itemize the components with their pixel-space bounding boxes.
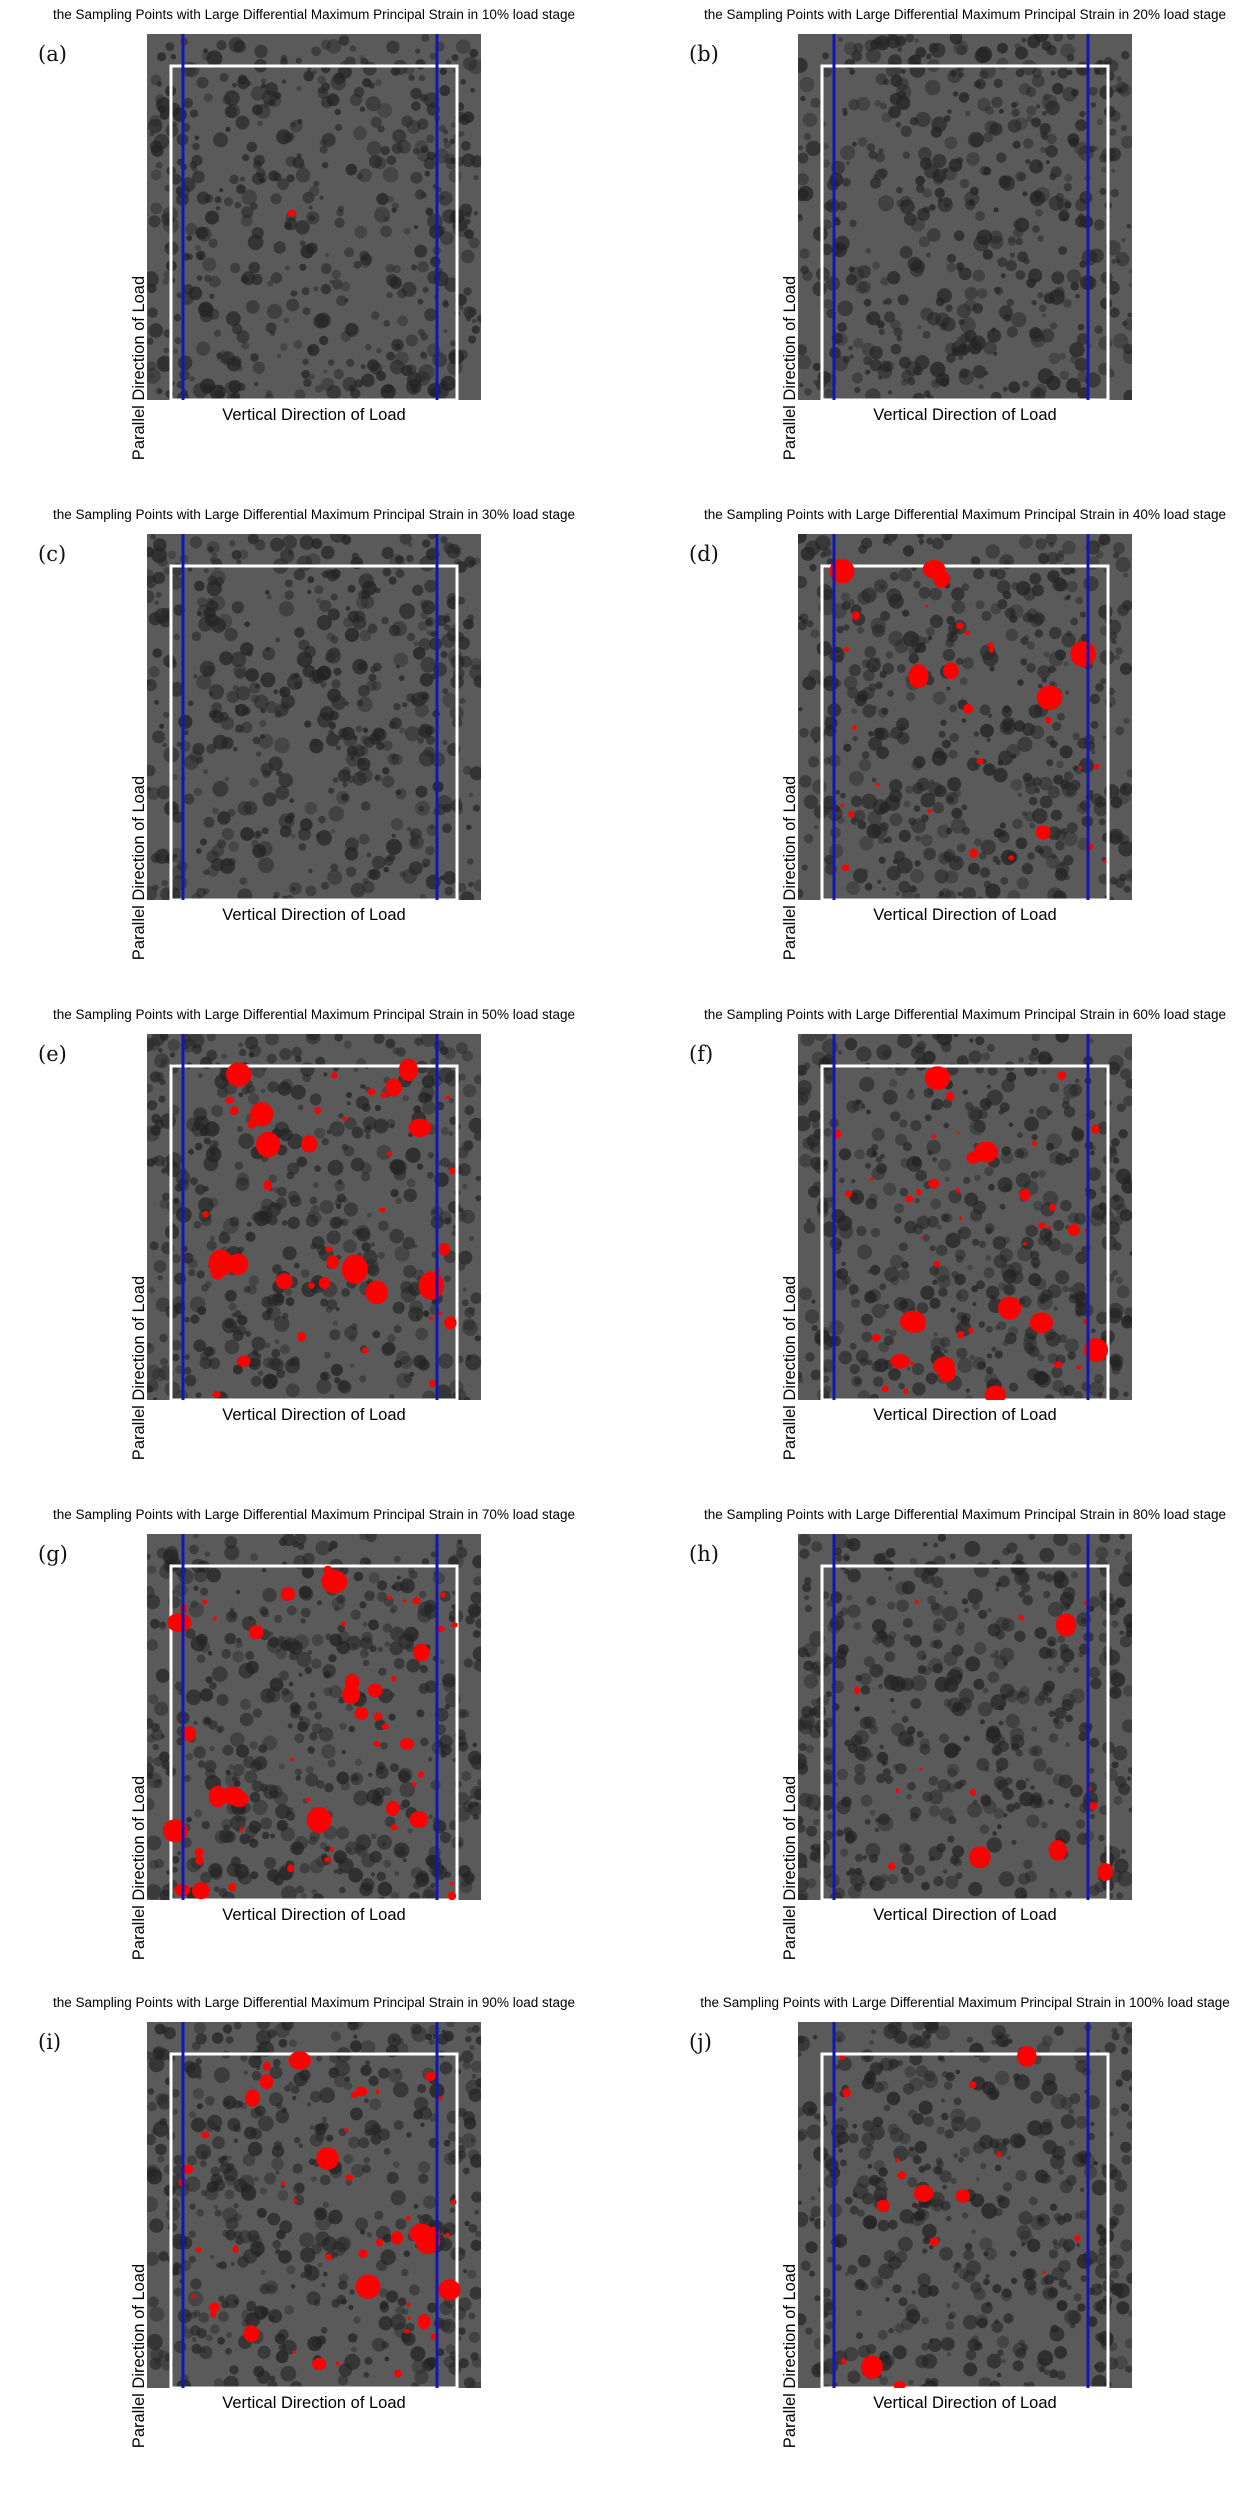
speckle-strain-image bbox=[147, 534, 481, 900]
y-axis-label: Parallel Direction of Load bbox=[779, 1218, 801, 1518]
figure-panel: the Sampling Points with Large Different… bbox=[0, 1988, 628, 2488]
y-axis-label: Parallel Direction of Load bbox=[779, 2206, 801, 2506]
panel-title: the Sampling Points with Large Different… bbox=[651, 500, 1257, 530]
figure-panel: the Sampling Points with Large Different… bbox=[0, 1000, 628, 1500]
y-axis-label: Parallel Direction of Load bbox=[779, 218, 801, 518]
x-axis-label: Vertical Direction of Load bbox=[147, 1404, 481, 1426]
speckle-strain-image bbox=[798, 534, 1132, 900]
panel-title: the Sampling Points with Large Different… bbox=[0, 1500, 628, 1530]
y-axis-label: Parallel Direction of Load bbox=[128, 218, 150, 518]
x-axis-label: Vertical Direction of Load bbox=[147, 904, 481, 926]
speckle-strain-image bbox=[798, 1034, 1132, 1400]
high-strain-regions bbox=[288, 210, 296, 217]
speckle-strain-image bbox=[798, 1534, 1132, 1900]
speckle-strain-image bbox=[147, 34, 481, 400]
x-axis-label: Vertical Direction of Load bbox=[798, 1404, 1132, 1426]
panel-title: the Sampling Points with Large Different… bbox=[651, 1000, 1257, 1030]
figure-panel: the Sampling Points with Large Different… bbox=[651, 1500, 1257, 2000]
panel-title: the Sampling Points with Large Different… bbox=[651, 0, 1257, 30]
x-axis-label: Vertical Direction of Load bbox=[798, 1904, 1132, 1926]
panel-letter: (d) bbox=[689, 542, 719, 566]
figure-panel: the Sampling Points with Large Different… bbox=[651, 500, 1257, 1000]
speckle-field bbox=[798, 2022, 1132, 2388]
x-axis-label: Vertical Direction of Load bbox=[147, 2392, 481, 2414]
speckle-strain-image bbox=[147, 2022, 481, 2388]
panel-title: the Sampling Points with Large Different… bbox=[0, 1000, 628, 1030]
x-axis-label: Vertical Direction of Load bbox=[798, 2392, 1132, 2414]
speckle-strain-image bbox=[798, 2022, 1132, 2388]
y-axis-label: Parallel Direction of Load bbox=[128, 1718, 150, 2018]
panel-title: the Sampling Points with Large Different… bbox=[651, 1988, 1257, 2018]
panel-title: the Sampling Points with Large Different… bbox=[0, 1988, 628, 2018]
panel-letter: (g) bbox=[38, 1542, 68, 1566]
figure-panel: the Sampling Points with Large Different… bbox=[651, 1000, 1257, 1500]
speckle-strain-image bbox=[147, 1534, 481, 1900]
panel-title: the Sampling Points with Large Different… bbox=[0, 500, 628, 530]
panel-letter: (b) bbox=[689, 42, 719, 66]
panel-title: the Sampling Points with Large Different… bbox=[0, 0, 628, 30]
figure-panel: the Sampling Points with Large Different… bbox=[0, 0, 628, 500]
figure-grid: the Sampling Points with Large Different… bbox=[0, 0, 1257, 2442]
figure-panel: the Sampling Points with Large Different… bbox=[651, 1988, 1257, 2488]
x-axis-label: Vertical Direction of Load bbox=[147, 404, 481, 426]
x-axis-label: Vertical Direction of Load bbox=[798, 904, 1132, 926]
x-axis-label: Vertical Direction of Load bbox=[147, 1904, 481, 1926]
y-axis-label: Parallel Direction of Load bbox=[779, 1718, 801, 2018]
figure-panel: the Sampling Points with Large Different… bbox=[651, 0, 1257, 500]
speckle-strain-image bbox=[147, 1034, 481, 1400]
panel-letter: (a) bbox=[38, 42, 67, 66]
panel-letter: (f) bbox=[689, 1042, 713, 1066]
speckle-strain-image bbox=[798, 34, 1132, 400]
figure-panel: the Sampling Points with Large Different… bbox=[0, 500, 628, 1000]
panel-letter: (i) bbox=[38, 2030, 61, 2054]
panel-letter: (j) bbox=[689, 2030, 712, 2054]
y-axis-label: Parallel Direction of Load bbox=[128, 718, 150, 1018]
panel-letter: (e) bbox=[38, 1042, 67, 1066]
panel-letter: (c) bbox=[38, 542, 66, 566]
panel-title: the Sampling Points with Large Different… bbox=[651, 1500, 1257, 1530]
y-axis-label: Parallel Direction of Load bbox=[128, 1218, 150, 1518]
figure-panel: the Sampling Points with Large Different… bbox=[0, 1500, 628, 2000]
x-axis-label: Vertical Direction of Load bbox=[798, 404, 1132, 426]
y-axis-label: Parallel Direction of Load bbox=[128, 2206, 150, 2506]
panel-letter: (h) bbox=[689, 1542, 719, 1566]
speckle-field bbox=[798, 1534, 1132, 1900]
y-axis-label: Parallel Direction of Load bbox=[779, 718, 801, 1018]
